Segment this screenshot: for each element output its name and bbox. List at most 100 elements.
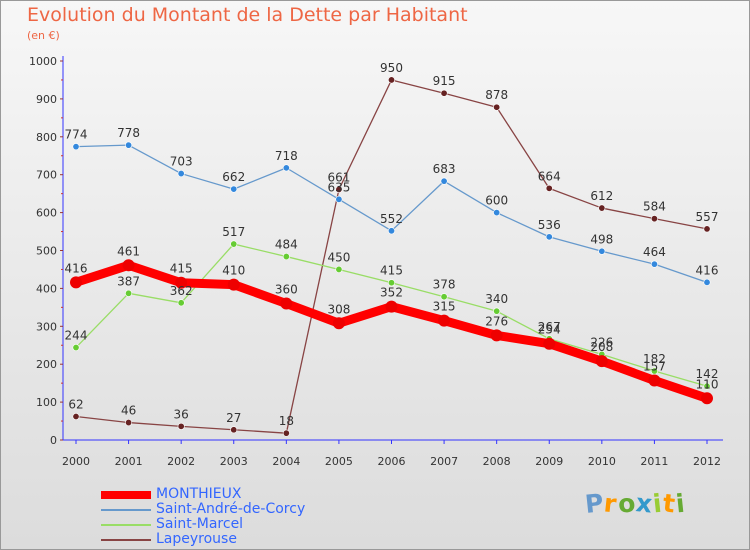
x-tick-label: 2008: [483, 455, 511, 468]
y-tick-label: 400: [36, 282, 57, 295]
data-label: 517: [222, 225, 245, 239]
data-label: 664: [538, 169, 561, 183]
x-tick-label: 2002: [167, 455, 195, 468]
data-label: 157: [643, 359, 666, 373]
data-point: [125, 141, 133, 149]
chart-unit: (en €): [27, 29, 60, 42]
data-label: 36: [174, 407, 189, 421]
data-label: 254: [538, 323, 561, 337]
data-label: 315: [433, 300, 456, 314]
y-tick-label: 800: [36, 131, 57, 144]
data-point: [282, 164, 290, 172]
data-point: [650, 215, 658, 223]
data-point: [493, 307, 501, 315]
data-label: 387: [117, 274, 140, 288]
data-point: [335, 265, 343, 273]
data-label: 378: [433, 278, 456, 292]
y-tick-label: 700: [36, 169, 57, 182]
data-label: 950: [380, 61, 403, 75]
y-tick-label: 1000: [29, 55, 57, 68]
legend-label: Saint-Marcel: [156, 516, 244, 532]
legend-swatch: [101, 491, 151, 499]
data-label: 18: [279, 414, 294, 428]
data-point: [440, 293, 448, 301]
data-point: [177, 299, 185, 307]
data-point: [70, 276, 82, 289]
data-label: 484: [275, 238, 298, 252]
x-tick-label: 2012: [693, 455, 721, 468]
y-tick-label: 600: [36, 207, 57, 220]
data-point: [385, 300, 398, 313]
data-point: [440, 177, 448, 185]
data-label: 635: [327, 180, 350, 194]
data-label: 600: [485, 194, 508, 208]
data-label: 308: [327, 302, 350, 316]
data-label: 552: [380, 212, 403, 226]
data-label: 110: [696, 377, 719, 391]
data-point: [280, 297, 293, 310]
x-tick-label: 2007: [430, 455, 458, 468]
data-label: 410: [222, 264, 245, 278]
y-tick-label: 300: [36, 320, 57, 333]
data-label: 416: [65, 261, 88, 275]
data-point: [703, 382, 711, 390]
legend-label: Lapeyrouse: [156, 531, 237, 547]
data-point: [650, 367, 658, 375]
data-point: [282, 429, 290, 437]
data-label: 703: [170, 155, 193, 169]
data-point: [493, 209, 501, 217]
data-label: 915: [433, 74, 456, 88]
data-point: [177, 170, 185, 178]
data-point: [493, 103, 501, 111]
data-point: [490, 329, 503, 342]
data-label: 182: [643, 352, 666, 366]
data-label: 461: [117, 244, 140, 258]
data-label: 661: [327, 170, 350, 184]
data-label: 612: [590, 189, 613, 203]
data-point: [598, 204, 606, 212]
data-label: 464: [643, 245, 666, 259]
y-tick-label: 500: [36, 245, 57, 258]
data-label: 557: [696, 210, 719, 224]
data-label: 362: [170, 284, 193, 298]
data-label: 352: [380, 286, 403, 300]
data-point: [438, 314, 451, 327]
data-point: [177, 422, 185, 430]
data-label: 226: [590, 335, 613, 349]
data-label: 360: [275, 283, 298, 297]
data-point: [230, 426, 238, 434]
x-tick-label: 2009: [535, 455, 563, 468]
series-line: [75, 79, 708, 434]
legend-swatch: [101, 509, 151, 511]
data-label: 774: [65, 128, 88, 142]
data-label: 142: [696, 367, 719, 381]
legend-swatch: [101, 524, 151, 526]
data-label: 62: [68, 398, 83, 412]
data-label: 244: [65, 329, 88, 343]
data-point: [650, 260, 658, 268]
chart-title: Evolution du Montant de la Dette par Hab…: [27, 4, 468, 26]
y-tick-label: 0: [50, 434, 57, 447]
data-label: 208: [590, 340, 613, 354]
data-label: 584: [643, 200, 666, 214]
x-tick-label: 2011: [640, 455, 668, 468]
x-tick-label: 2003: [220, 455, 248, 468]
data-point: [703, 225, 711, 233]
data-point: [440, 89, 448, 97]
data-point: [335, 185, 343, 193]
y-tick-label: 200: [36, 358, 57, 371]
data-point: [595, 355, 608, 368]
data-point: [125, 289, 133, 297]
x-tick-label: 2005: [325, 455, 353, 468]
data-point: [122, 259, 135, 272]
data-point: [543, 337, 556, 350]
data-point: [72, 344, 80, 352]
data-point: [387, 279, 395, 287]
data-label: 46: [121, 404, 136, 418]
legend-swatch: [101, 539, 151, 541]
data-point: [72, 413, 80, 421]
data-point: [545, 233, 553, 241]
data-label: 416: [696, 263, 719, 277]
data-label: 340: [485, 292, 508, 306]
